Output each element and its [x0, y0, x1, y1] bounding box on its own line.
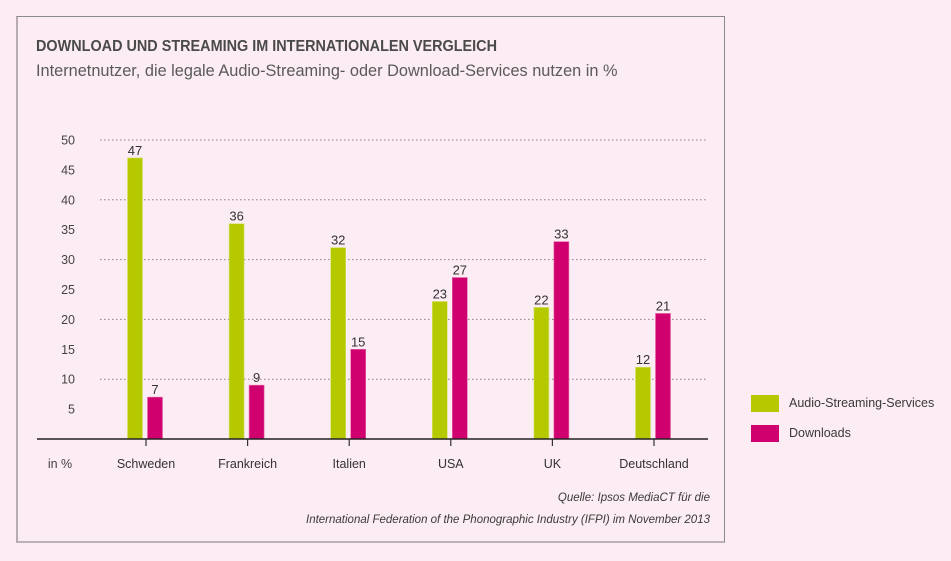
- bar-streaming-usa: [431, 301, 448, 440]
- bar-downloads-deutschland: [655, 313, 671, 440]
- data-label-downloads-frankreich: 9: [253, 370, 260, 385]
- legend-swatch-streaming: [751, 394, 779, 412]
- y-tick-label-45: 45: [61, 163, 75, 177]
- y-tick-label-30: 30: [61, 253, 75, 267]
- legend-label-streaming: Audio-Streaming-Services: [789, 396, 935, 410]
- y-tick-label-10: 10: [61, 373, 75, 387]
- x-tick-label-schweden: Schweden: [117, 457, 175, 471]
- y-tick-label-15: 15: [61, 343, 75, 357]
- bar-streaming-uk: [533, 307, 550, 440]
- legend: Audio-Streaming-Services Downloads: [751, 394, 934, 454]
- x-axis-unit-label: in %: [48, 457, 72, 471]
- data-label-downloads-usa: 27: [453, 263, 467, 278]
- data-label-streaming-italien: 32: [331, 233, 345, 248]
- y-tick-label-20: 20: [61, 313, 75, 327]
- data-label-streaming-schweden: 47: [128, 143, 142, 158]
- bar-downloads-frankreich: [248, 384, 265, 440]
- data-label-downloads-uk: 33: [554, 227, 568, 242]
- data-label-streaming-frankreich: 36: [229, 209, 243, 224]
- y-tick-label-40: 40: [61, 193, 75, 207]
- legend-label-downloads: Downloads: [789, 426, 851, 440]
- bar-streaming-frankreich: [228, 223, 245, 440]
- y-tick-label-35: 35: [61, 223, 75, 237]
- x-tick-label-deutschland: Deutschland: [619, 457, 689, 471]
- source-line-2: International Federation of the Phonogra…: [306, 514, 710, 526]
- data-label-downloads-italien: 15: [351, 334, 365, 349]
- bar-streaming-italien: [330, 247, 347, 440]
- source-line-1: Quelle: Ipsos MediaCT für die: [557, 492, 710, 504]
- legend-item-streaming: Audio-Streaming-Services: [751, 394, 934, 412]
- chart-subtitle: Internetnutzer, die legale Audio-Streami…: [36, 61, 618, 80]
- chart-frame: [16, 16, 725, 543]
- legend-swatch-downloads: [751, 424, 779, 442]
- bar-downloads-schweden: [147, 396, 163, 440]
- x-tick-label-usa: USA: [438, 457, 464, 471]
- bar-streaming-deutschland: [635, 366, 651, 440]
- bar-downloads-italien: [350, 348, 367, 440]
- data-label-streaming-uk: 22: [534, 292, 548, 307]
- bar-streaming-schweden: [127, 157, 143, 440]
- y-tick-label-25: 25: [61, 283, 75, 297]
- bar-downloads-uk: [553, 241, 570, 440]
- chart-title: DOWNLOAD UND STREAMING IM INTERNATIONALE…: [36, 38, 498, 55]
- x-tick-label-frankreich: Frankreich: [218, 457, 277, 471]
- y-tick-label-50: 50: [61, 134, 75, 148]
- data-label-streaming-deutschland: 12: [636, 352, 650, 367]
- y-tick-label-5: 5: [68, 403, 75, 417]
- data-label-downloads-schweden: 7: [151, 382, 158, 397]
- x-tick-label-italien: Italien: [333, 457, 366, 471]
- legend-item-downloads: Downloads: [751, 424, 934, 442]
- source-note: Quelle: Ipsos MediaCT für die Internatio…: [306, 487, 710, 531]
- bar-downloads-usa: [451, 277, 468, 440]
- data-label-streaming-usa: 23: [433, 286, 447, 301]
- data-label-downloads-deutschland: 21: [656, 298, 670, 313]
- x-tick-label-uk: UK: [544, 457, 562, 471]
